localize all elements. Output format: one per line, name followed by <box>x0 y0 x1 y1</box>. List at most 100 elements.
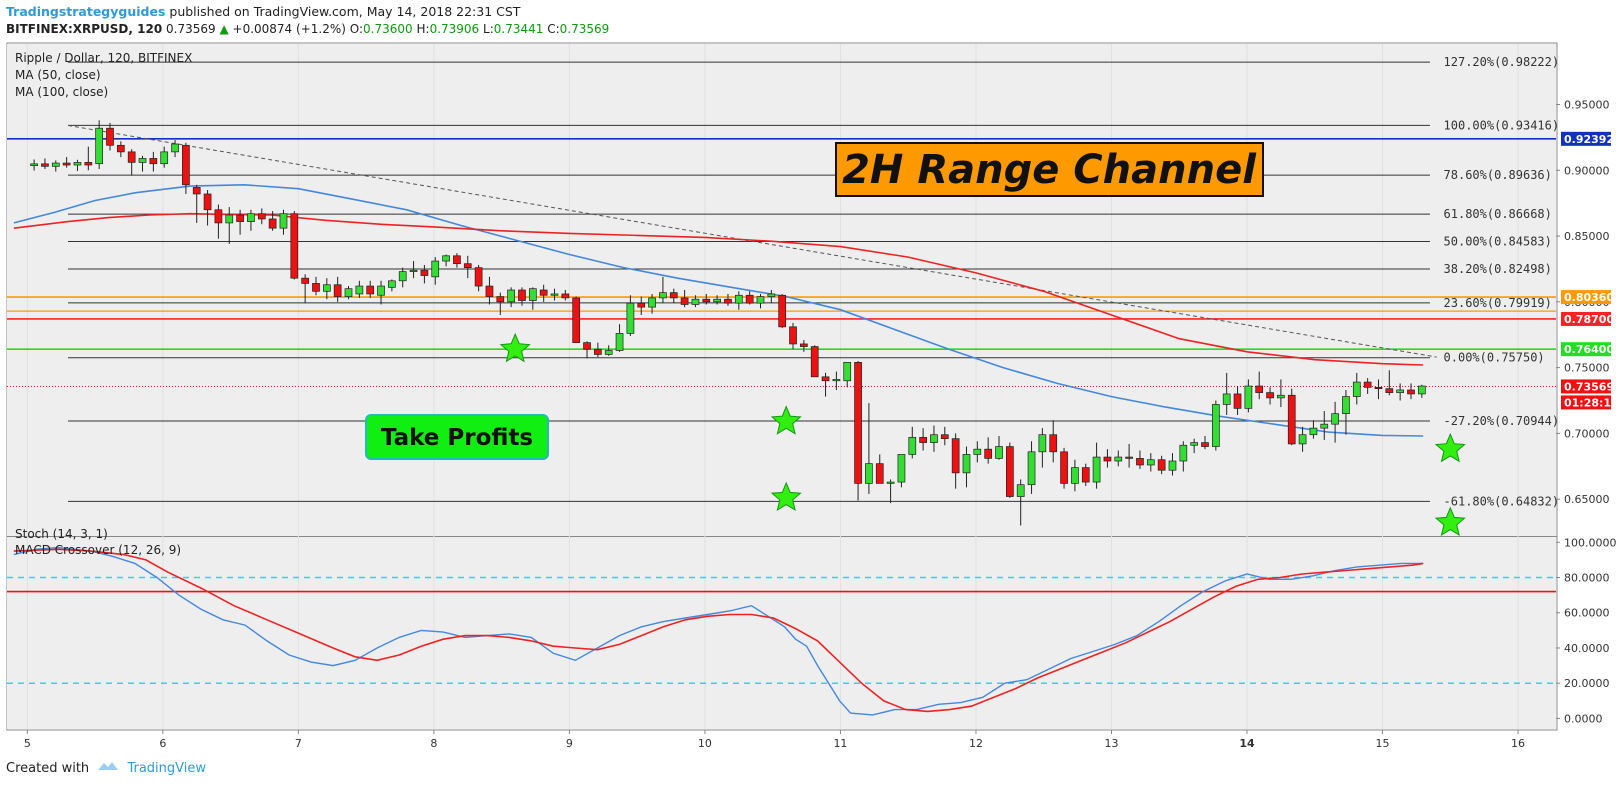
fib-label: 23.60%(0.79919) <box>1444 296 1552 310</box>
price-tick-label: 0.90000 <box>1564 164 1610 177</box>
candle-up <box>279 213 288 229</box>
candle-up <box>691 298 700 305</box>
stoch-lines <box>7 546 1556 716</box>
channel-title-box[interactable]: 2H Range Channel <box>835 142 1264 197</box>
candle-up <box>1114 456 1123 462</box>
candle-down <box>474 267 483 287</box>
price-pane[interactable] <box>7 44 1556 536</box>
symbol-info: BITFINEX:XRPUSD, 120 0.73569 ▲ +0.00874 … <box>6 22 609 36</box>
price-tick-label: 0.70000 <box>1564 427 1610 440</box>
symbol-label: BITFINEX:XRPUSD, 120 <box>6 22 163 36</box>
candle-down <box>702 298 711 303</box>
price-tag-label: 0.92392 <box>1564 133 1614 146</box>
star-icon <box>770 481 802 512</box>
candle-up <box>409 269 418 272</box>
chart-area[interactable]: 127.20%(0.98222) 100.00%(0.93416) 78.60%(0… <box>0 40 1622 764</box>
author-link[interactable]: Tradingstrategyguides <box>6 4 166 19</box>
candle-up <box>442 255 450 262</box>
candle-up <box>30 163 38 167</box>
time-tick-label: 14 <box>1239 737 1255 750</box>
candle-down <box>572 297 581 343</box>
candle-down <box>453 255 461 265</box>
candle-down <box>1157 459 1166 471</box>
candle-down <box>810 346 819 378</box>
candle-up <box>734 294 743 304</box>
stoch-pane[interactable] <box>7 537 1556 729</box>
star-icon <box>499 332 531 363</box>
candle-up <box>1071 467 1079 484</box>
legend-title: Ripple / Dollar, 120, BITFINEX <box>15 51 192 65</box>
time-tick-label: 8 <box>430 737 437 750</box>
fib-label: 0.00%(0.75750) <box>1444 351 1545 365</box>
star-icon <box>1434 506 1466 537</box>
candle-up <box>1222 393 1231 405</box>
candle-down <box>116 144 125 153</box>
candle-up <box>832 379 841 382</box>
candle-down <box>875 463 884 484</box>
fib-label: -27.20%(0.70944) <box>1444 414 1560 428</box>
take-profits-label: Take Profits <box>381 425 533 451</box>
candle-up <box>1244 385 1253 409</box>
ma100-line <box>13 183 1424 437</box>
price-tag-bg <box>1561 311 1611 326</box>
stoch-d-line <box>13 548 1424 713</box>
close-value: 0.73569 <box>559 22 610 36</box>
candle-up <box>528 288 537 301</box>
candle-down <box>919 436 927 443</box>
candle-down <box>485 285 494 297</box>
time-axis-ticks: 5 6 7 8 9 10 11 12 13 14 15 16 <box>24 730 1525 750</box>
fib-label: 50.00%(0.84583) <box>1444 235 1552 249</box>
channel-title: 2H Range Channel <box>842 147 1257 193</box>
candle-down <box>106 127 114 146</box>
candle-down <box>984 448 993 459</box>
open-label: O: <box>349 22 364 36</box>
candle-down <box>257 213 266 220</box>
candle-up <box>713 298 721 303</box>
candle-up <box>962 454 971 474</box>
legend-ma50: MA (50, close) <box>15 68 101 82</box>
candles <box>30 120 1426 526</box>
candle-up <box>1396 389 1405 393</box>
trendline[interactable] <box>67 124 1437 358</box>
candle-down <box>1103 456 1112 462</box>
candle-down <box>1081 467 1090 483</box>
candle-down <box>1136 458 1144 466</box>
candle-up <box>973 448 982 455</box>
candle-down <box>236 214 244 222</box>
time-tick-label: 15 <box>1376 737 1390 750</box>
candle-down <box>724 298 732 304</box>
candle-down <box>940 434 949 440</box>
price-tick-label: 0.95000 <box>1564 99 1610 112</box>
take-profits-box[interactable]: Take Profits <box>365 414 549 460</box>
fib-label: 38.20%(0.82498) <box>1444 262 1552 276</box>
tradingview-link[interactable]: TradingView <box>127 761 206 776</box>
candle-up <box>1027 451 1036 486</box>
candle-down <box>680 297 689 305</box>
candle-down <box>268 218 277 229</box>
time-tick-label: 7 <box>295 737 302 750</box>
high-label: H: <box>416 22 430 36</box>
candle-up <box>73 162 82 166</box>
candle-up <box>138 158 147 163</box>
time-tick-label: 6 <box>159 737 166 750</box>
candle-down <box>778 294 787 328</box>
candle-down <box>1374 386 1383 390</box>
candle-up <box>225 214 234 224</box>
candle-up <box>1352 381 1361 397</box>
candle-down <box>669 292 678 299</box>
candle-down <box>333 284 342 297</box>
candle-down <box>149 158 158 165</box>
candle-down <box>821 376 830 382</box>
chart-svg[interactable]: 127.20%(0.98222) 100.00%(0.93416) 78.60%(0… <box>0 40 1622 760</box>
candle-up <box>648 297 656 308</box>
price-tag-label: 0.76400 <box>1564 343 1614 356</box>
candle-up <box>604 350 613 355</box>
candle-up <box>322 284 331 292</box>
candle-down <box>1233 393 1242 409</box>
candle-down <box>192 187 201 195</box>
candle-up <box>550 293 559 296</box>
candle-up <box>171 143 179 153</box>
candle-down <box>1125 456 1133 459</box>
candle-down <box>1060 451 1068 484</box>
stoch-tick-label: 100.0000 <box>1564 536 1617 549</box>
